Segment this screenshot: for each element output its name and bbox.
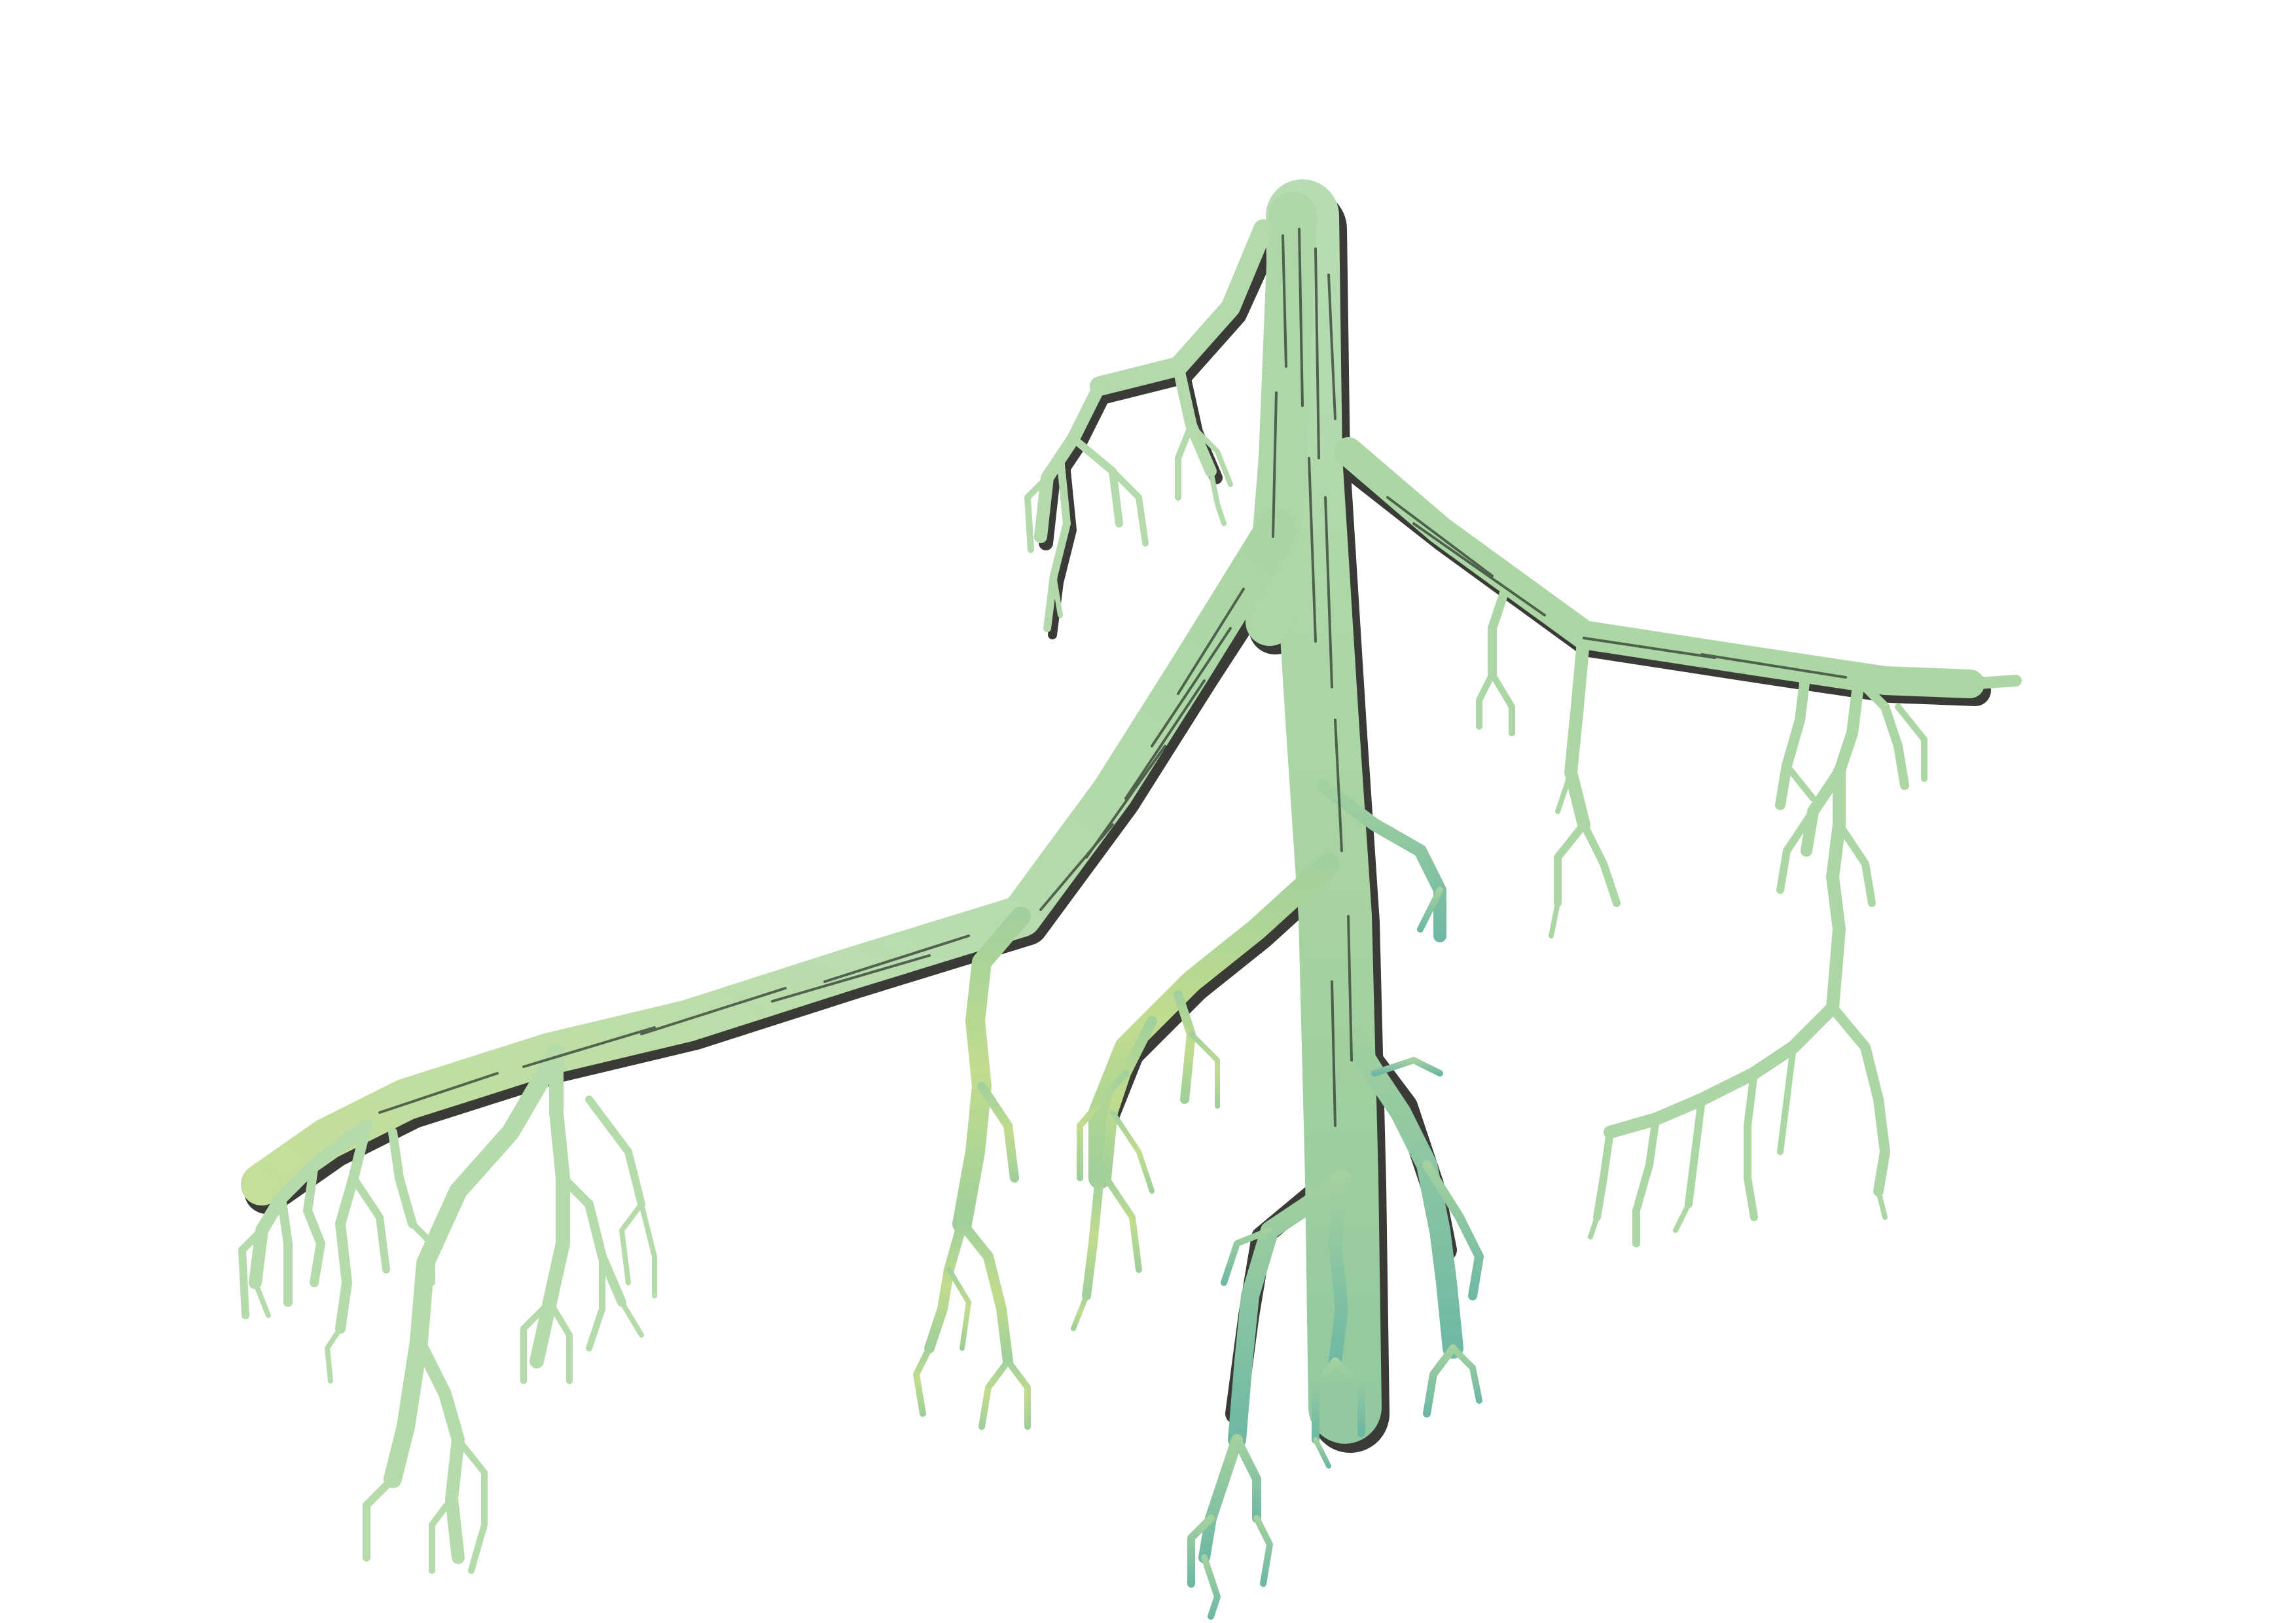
hatching-layer <box>378 228 1847 1127</box>
root-fill-layer <box>238 179 2022 1620</box>
right-branch <box>1334 437 2022 1247</box>
center-left-branch <box>1071 853 1340 1331</box>
center-main-root <box>1187 779 1484 1620</box>
left-branch-roots <box>238 1044 657 1574</box>
left-mid-root <box>913 906 1031 1430</box>
upper-left-branch <box>1024 219 1273 632</box>
root-shadow-layer <box>244 190 1991 1453</box>
